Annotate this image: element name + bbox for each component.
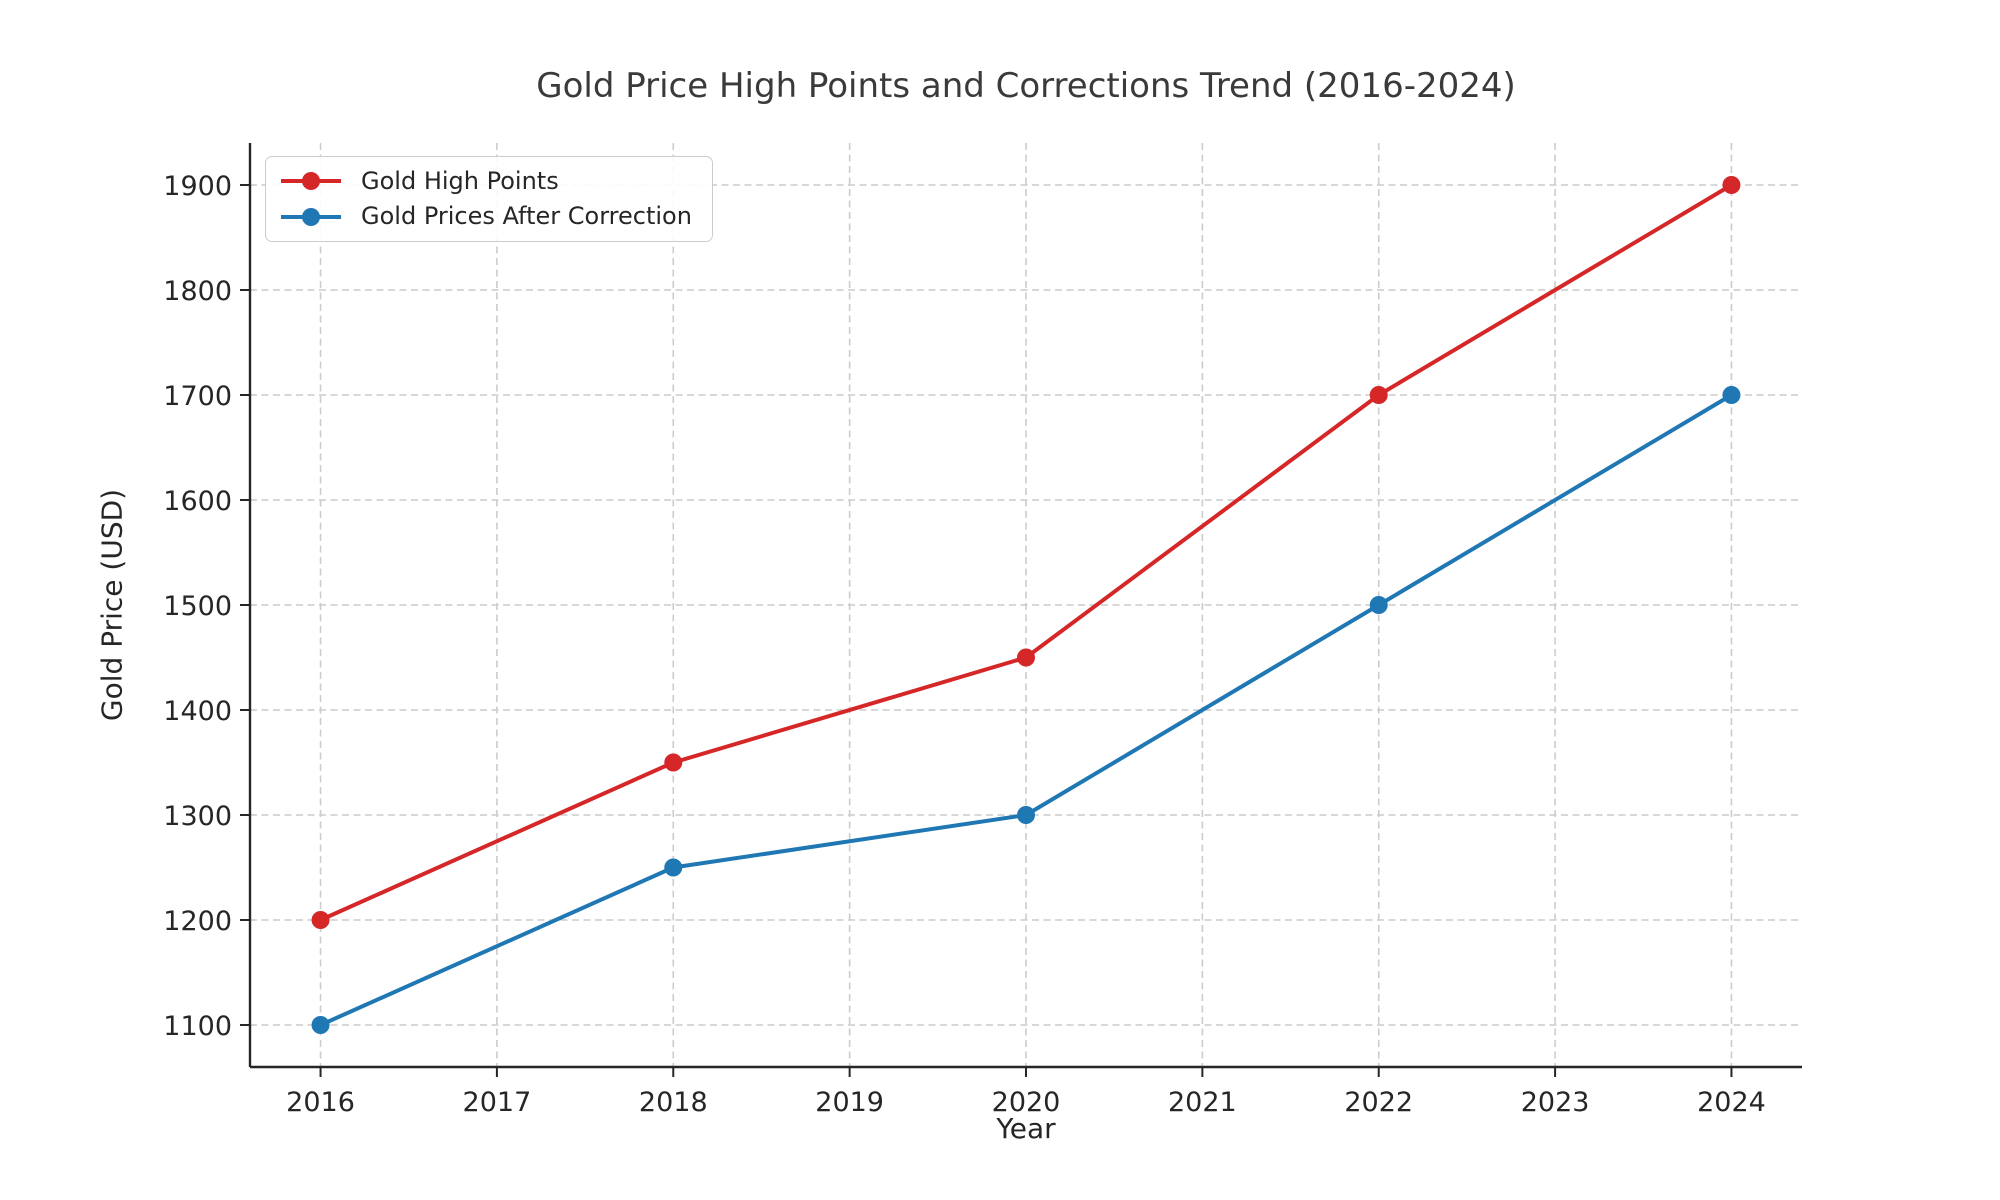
chart-title: Gold Price High Points and Corrections T… [536, 66, 1516, 106]
data-point [311, 911, 330, 929]
data-point [1017, 806, 1035, 824]
y-tick-label: 1900 [163, 171, 232, 202]
x-tick-label: 2017 [463, 1087, 532, 1118]
y-tick-label: 1200 [163, 906, 232, 937]
x-tick-label: 2023 [1521, 1087, 1590, 1118]
data-point [1722, 176, 1741, 194]
data-point [664, 753, 683, 772]
y-tick-label: 1100 [163, 1011, 232, 1042]
x-tick-label: 2021 [1168, 1087, 1237, 1118]
x-tick-label: 2024 [1697, 1087, 1766, 1118]
legend-label: Gold Prices After Correction [361, 202, 692, 231]
legend: Gold High Points Gold Prices After Corre… [265, 156, 713, 242]
data-point [1369, 386, 1388, 404]
y-tick-label: 1600 [163, 486, 232, 517]
legend-item: Gold High Points [279, 168, 692, 194]
legend-item: Gold Prices After Correction [279, 202, 692, 231]
y-tick-label: 1300 [163, 801, 232, 832]
x-tick-label: 2020 [992, 1087, 1061, 1118]
y-tick-label: 1400 [163, 696, 232, 727]
x-tick-label: 2019 [815, 1087, 884, 1118]
legend-label: Gold High Points [361, 167, 559, 195]
x-tick-label: 2022 [1344, 1087, 1413, 1118]
x-tick-label: 2016 [286, 1087, 355, 1118]
data-point [664, 858, 683, 877]
data-point [1722, 386, 1741, 404]
y-tick-label: 1800 [163, 276, 232, 307]
data-point [1369, 596, 1388, 614]
x-tick-label: 2018 [639, 1087, 708, 1118]
x-axis-label: Year [996, 1112, 1056, 1145]
data-point [1017, 648, 1035, 667]
y-tick-label: 1700 [163, 381, 232, 412]
legend-line-sample-icon [281, 172, 341, 191]
data-point [311, 1016, 330, 1034]
y-tick-label: 1500 [163, 591, 232, 622]
legend-line-sample-icon [281, 207, 341, 226]
